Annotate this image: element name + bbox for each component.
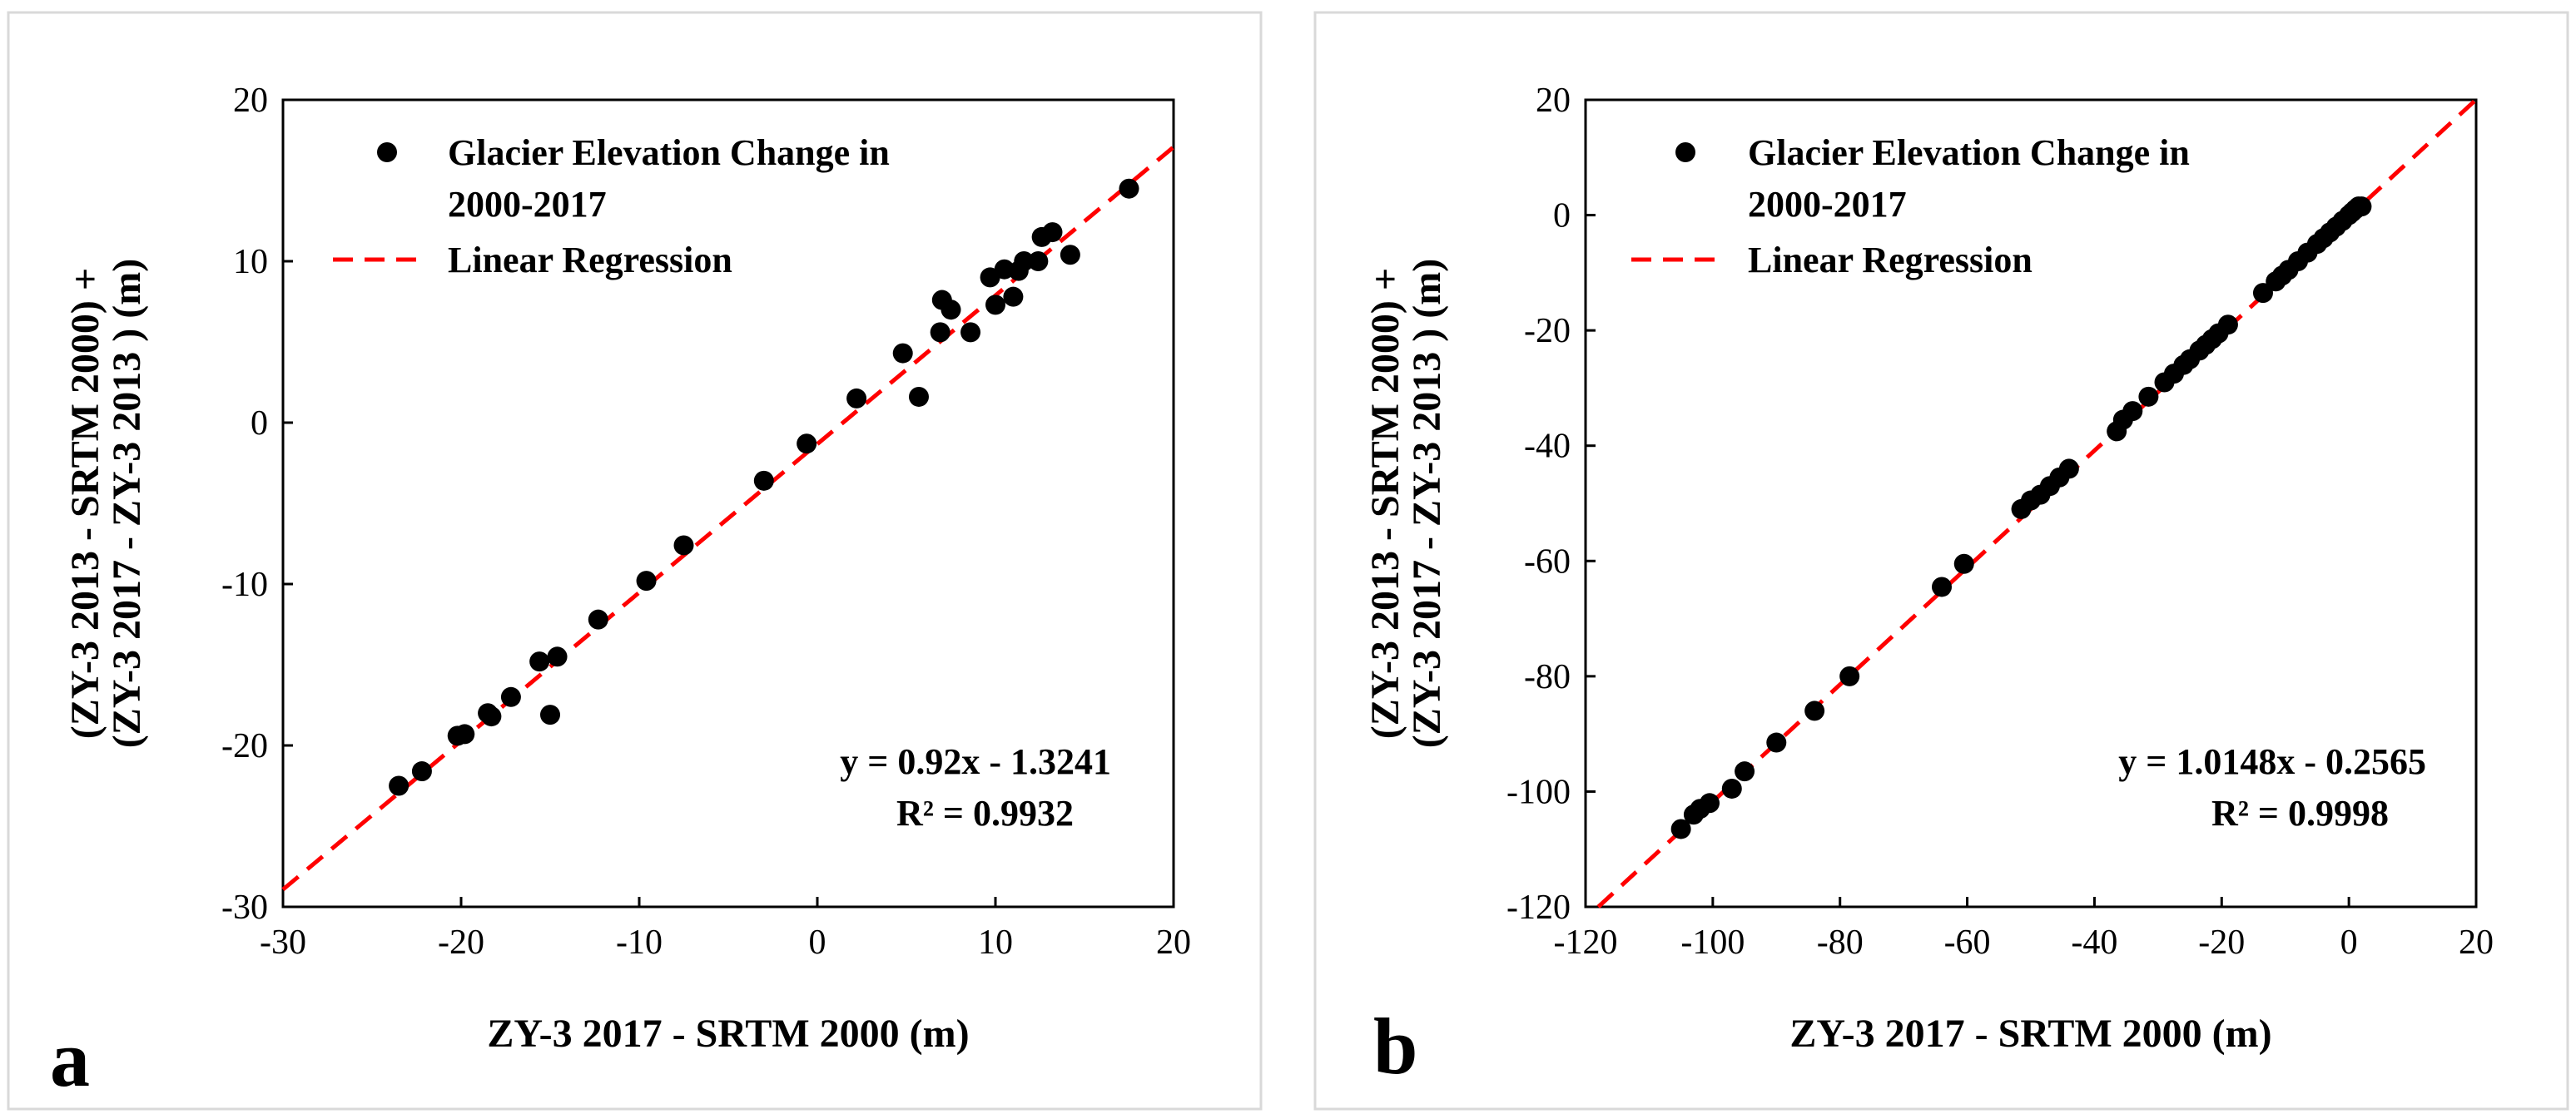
y-tick-label-b: 0: [1553, 197, 1571, 235]
data-point-b: [2122, 401, 2143, 422]
data-point-a: [1014, 251, 1035, 271]
panel-label-a: a: [50, 1014, 90, 1103]
data-point-b: [2058, 458, 2079, 479]
data-point-a: [753, 470, 774, 491]
data-point-a: [930, 322, 950, 343]
x-tick-label-b: 0: [2340, 923, 2358, 962]
chart-panel-a: -30 -20 -10 0 10 20 -30 -20 -10 0 10 20 (ZY-3 2013 …: [50, 82, 1191, 1103]
y-tick-label-b: 20: [1536, 82, 1571, 120]
data-point-b: [1839, 666, 1860, 686]
y-tick-label-b: -100: [1506, 773, 1571, 811]
data-point-b: [1670, 819, 1691, 839]
data-point-a: [960, 322, 981, 343]
scatter-points-b: [1670, 196, 2372, 839]
legend-line-label-a: Linear Regression: [448, 240, 732, 280]
data-point-a: [636, 571, 657, 592]
data-point-a: [846, 388, 867, 408]
y-tick-label-a: -20: [221, 727, 268, 765]
data-point-b: [2351, 196, 2372, 217]
panel-label-b: b: [1373, 1002, 1417, 1091]
y-tick-label-a: -30: [221, 889, 268, 927]
legend-point-label-b-line1: Glacier Elevation Change in: [1748, 132, 2190, 173]
data-point-a: [411, 761, 432, 782]
data-point-b: [1932, 577, 1952, 597]
x-tick-label-a: 0: [809, 923, 826, 962]
x-tick-label-b: -80: [1817, 923, 1864, 962]
data-point-b: [1804, 701, 1825, 721]
data-point-b: [1721, 778, 1742, 799]
data-point-a: [540, 705, 560, 725]
y-tick-label-a: 10: [233, 243, 268, 281]
y-tick-label-b: -120: [1506, 889, 1571, 927]
y-tick-label-b: -60: [1524, 542, 1571, 581]
x-tick-label-a: 20: [1156, 923, 1191, 962]
x-tick-label-b: -60: [1944, 923, 1991, 962]
data-point-b: [1735, 761, 1755, 782]
data-point-a: [1119, 178, 1139, 199]
data-point-a: [673, 535, 694, 556]
y-axis-label-b-line1: (ZY-3 2013 - SRTM 2000) +: [1363, 268, 1407, 740]
data-point-a: [797, 433, 817, 454]
y-axis-label-a-line1: (ZY-3 2013 - SRTM 2000) +: [63, 268, 107, 740]
data-point-b: [1953, 553, 1974, 574]
legend-marker-point-a: [377, 142, 397, 162]
y-tick-label-a: 0: [251, 404, 268, 443]
legend-point-label-b-line2: 2000-2017: [1748, 184, 1907, 225]
y-tick-label-b: -40: [1524, 428, 1571, 466]
data-point-b: [1700, 793, 1720, 814]
y-tick-label-a: -10: [221, 566, 268, 604]
x-axis-label-a: ZY-3 2017 - SRTM 2000 (m): [487, 1012, 969, 1056]
data-point-a: [892, 343, 913, 364]
data-point-a: [908, 386, 929, 407]
legend-point-label-a-line1: Glacier Elevation Change in: [448, 132, 890, 173]
plot-area-a: [281, 98, 1175, 909]
data-point-a: [389, 775, 409, 796]
scatter-points-a: [389, 178, 1139, 796]
data-point-b: [2138, 386, 2159, 407]
x-tick-label-b: 20: [2459, 923, 2494, 962]
data-point-a: [1028, 251, 1049, 271]
legend-line-label-b: Linear Regression: [1748, 240, 2033, 280]
y-axis-label-b-line2: (ZY-3 2017 - ZY-3 2013 ) (m): [1405, 259, 1449, 748]
r-squared-b: R² = 0.9998: [2211, 793, 2389, 834]
data-point-a: [529, 651, 550, 672]
axis-ticks-a: -30 -20 -10 0 10 20 -30 -20 -10 0 10 20: [221, 82, 1191, 962]
data-point-a: [1042, 222, 1063, 243]
data-point-a: [1060, 245, 1080, 265]
r-squared-a: R² = 0.9932: [896, 793, 1074, 834]
data-point-a: [588, 609, 608, 630]
regression-equation-a: y = 0.92x - 1.3241: [840, 741, 1111, 782]
x-tick-label-b: -20: [2198, 923, 2245, 962]
data-point-a: [481, 706, 502, 727]
data-point-b: [1766, 732, 1787, 753]
x-tick-label-a: 10: [978, 923, 1013, 962]
legend-marker-point-b: [1675, 142, 1695, 162]
chart-panel-b: -120 -100 -80 -60 -40 -20 0 20 -120 -100 -80 -60 -40…: [1363, 82, 2494, 1091]
data-point-a: [1003, 286, 1024, 307]
data-point-b: [2217, 314, 2238, 335]
data-point-a: [500, 686, 521, 707]
x-tick-label-b: -120: [1554, 923, 1618, 962]
data-point-a: [547, 646, 568, 667]
axis-ticks-b: -120 -100 -80 -60 -40 -20 0 20 -120 -100 -80 -60 -40…: [1506, 82, 2494, 962]
data-point-b: [2252, 283, 2273, 304]
x-tick-label-b: -40: [2071, 923, 2117, 962]
y-tick-label-b: -20: [1524, 312, 1571, 350]
data-point-a: [941, 300, 961, 320]
y-axis-label-a-line2: (ZY-3 2017 - ZY-3 2013 ) (m): [105, 259, 149, 748]
x-axis-label-b: ZY-3 2017 - SRTM 2000 (m): [1789, 1012, 2271, 1056]
x-tick-label-b: -100: [1680, 923, 1745, 962]
data-point-a: [454, 724, 475, 745]
data-point-a: [985, 295, 1005, 315]
x-tick-label-a: -10: [616, 923, 663, 962]
y-tick-label-b: -80: [1524, 658, 1571, 696]
x-tick-label-a: -30: [260, 923, 306, 962]
regression-equation-b: y = 1.0148x - 0.2565: [2118, 741, 2426, 782]
legend-point-label-a-line2: 2000-2017: [448, 184, 607, 225]
y-tick-label-a: 20: [233, 82, 268, 120]
x-tick-label-a: -20: [438, 923, 484, 962]
